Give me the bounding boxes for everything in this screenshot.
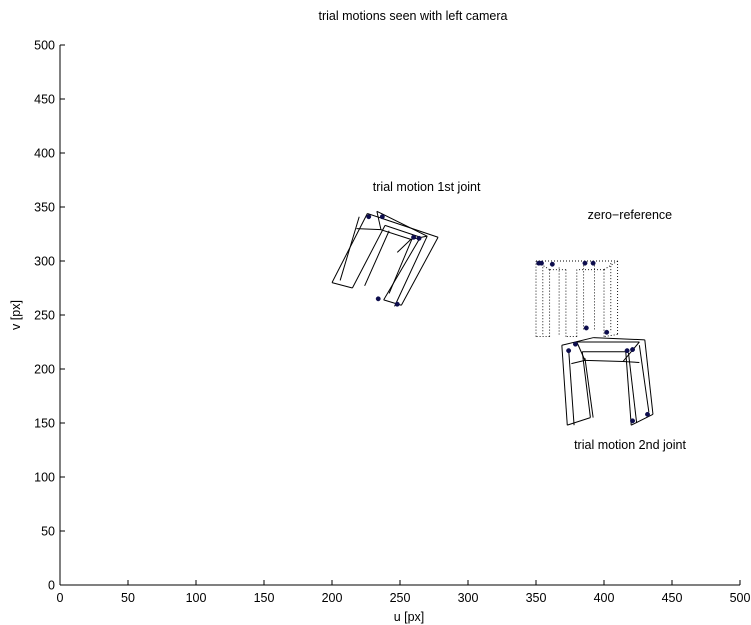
- y-tick-label: 400: [34, 147, 55, 161]
- wire-segment: [376, 211, 382, 230]
- wire-segment: [625, 351, 632, 426]
- y-ticks: 0 50 100 150 200 250 300 350 400 450 500: [34, 39, 65, 593]
- series-3: [561, 337, 654, 426]
- data-point: [394, 301, 400, 307]
- data-point: [366, 214, 372, 220]
- data-point: [572, 341, 578, 347]
- wire-segment: [571, 359, 586, 365]
- data-point: [604, 329, 610, 335]
- data-point: [583, 325, 589, 331]
- wire-segment: [331, 282, 353, 289]
- wire-segment: [630, 413, 654, 426]
- x-ticks: 0 50 100 150 200 250 300 350 400 450 500: [57, 580, 751, 605]
- data-point: [375, 296, 381, 302]
- wire-segment: [367, 213, 439, 238]
- wire-segment: [644, 339, 654, 415]
- data-point: [590, 260, 596, 266]
- axes: [59, 45, 740, 586]
- data-point: [630, 418, 636, 424]
- wire-segment: [603, 260, 618, 271]
- wire-segment: [622, 341, 640, 362]
- x-tick-label: 450: [662, 591, 683, 605]
- data-point: [582, 260, 588, 266]
- y-tick-label: 200: [34, 363, 55, 377]
- annotation-label: trial motion 2nd joint: [574, 438, 686, 452]
- annotations: trial motion 1st joint zero−reference tria…: [373, 180, 687, 452]
- x-tick-label: 400: [594, 591, 615, 605]
- annotation-label: zero−reference: [588, 208, 672, 222]
- data-point: [566, 348, 572, 354]
- wire-segment: [400, 237, 439, 306]
- wire-segment: [581, 351, 591, 418]
- wire-segment: [376, 210, 428, 237]
- y-tick-label: 300: [34, 255, 55, 269]
- x-tick-label: 0: [57, 591, 64, 605]
- wire-segment: [356, 228, 381, 231]
- y-tick-label: 500: [34, 39, 55, 53]
- annotation-label: trial motion 1st joint: [373, 180, 481, 194]
- data-point: [416, 235, 422, 241]
- y-tick-label: 50: [41, 525, 55, 539]
- wire-segment: [568, 349, 575, 426]
- x-tick-label: 150: [254, 591, 275, 605]
- wire-segment: [383, 236, 421, 301]
- wire-segment: [396, 239, 412, 253]
- y-tick-label: 150: [34, 417, 55, 431]
- plot-area: [331, 210, 654, 426]
- wire-segment: [638, 345, 650, 413]
- chart-title: trial motions seen with left camera: [319, 9, 508, 23]
- wire-segment: [388, 234, 415, 294]
- data-point: [379, 214, 385, 220]
- wire-segment: [561, 337, 594, 346]
- data-point: [645, 411, 650, 417]
- data-point: [630, 347, 636, 353]
- data-point: [549, 261, 555, 267]
- x-tick-label: 250: [390, 591, 411, 605]
- series-1: [331, 210, 439, 307]
- y-axis-label: v [px]: [9, 300, 23, 330]
- wire-segment: [339, 216, 360, 281]
- series-2: [535, 260, 619, 338]
- x-tick-label: 50: [121, 591, 135, 605]
- data-point: [624, 348, 630, 354]
- data-point: [538, 260, 544, 266]
- x-tick-label: 200: [322, 591, 343, 605]
- wire-segment: [567, 417, 591, 426]
- x-tick-label: 300: [458, 591, 479, 605]
- wire-segment: [584, 359, 624, 362]
- wire-segment: [364, 230, 390, 287]
- x-tick-label: 500: [730, 591, 751, 605]
- wire-segment: [627, 352, 638, 424]
- wire-segment: [593, 337, 645, 341]
- wire-segment: [351, 225, 386, 289]
- x-tick-label: 350: [526, 591, 547, 605]
- wire-segment: [380, 229, 412, 240]
- y-tick-label: 0: [48, 579, 55, 593]
- x-axis-label: u [px]: [394, 610, 425, 624]
- y-tick-label: 350: [34, 201, 55, 215]
- y-tick-label: 450: [34, 93, 55, 107]
- wire-segment: [394, 235, 428, 307]
- y-tick-label: 250: [34, 309, 55, 323]
- data-point: [411, 234, 417, 240]
- wire-segment: [584, 358, 594, 418]
- x-tick-label: 100: [186, 591, 207, 605]
- wire-segment: [603, 333, 618, 338]
- wire-segment: [623, 360, 640, 364]
- y-tick-label: 100: [34, 471, 55, 485]
- wire-segment: [576, 341, 586, 361]
- wire-segment: [561, 345, 568, 426]
